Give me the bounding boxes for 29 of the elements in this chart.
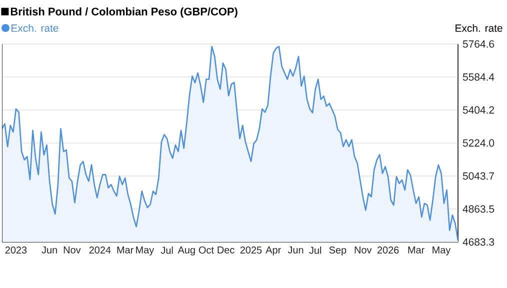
x-tick-label: May (136, 246, 154, 256)
x-tick-label: Sep (329, 246, 346, 256)
y-tick-label: 5043.7 (462, 172, 494, 180)
x-tick-label: May (432, 246, 451, 256)
chart-title: British Pound / Colombian Peso (GBP/COP) (10, 7, 238, 18)
y-tick-label: 5224.0 (462, 139, 494, 147)
x-tick-label: Apr (266, 246, 281, 256)
x-tick-label: Mar (117, 246, 134, 254)
y-tick-label: 5584.4 (462, 73, 494, 81)
x-tick-label: Nov (354, 246, 372, 254)
y-tick-label: 4863.5 (462, 205, 494, 213)
y-tick-label: 5764.6 (462, 40, 494, 48)
x-tick-label: Nov (64, 246, 81, 254)
y-tick-label: 4683.3 (462, 238, 494, 246)
y-axis-title: Exch. rate (456, 24, 502, 32)
legend-label: Exch. rate (12, 24, 58, 32)
x-tick-label: Jun (288, 246, 304, 254)
x-tick-label: Jun (42, 246, 57, 254)
x-tick-label: Aug (178, 246, 195, 256)
x-tick-label: Jul (309, 246, 322, 254)
x-tick-label: 2024 (89, 246, 111, 254)
x-tick-label: Oct (198, 246, 214, 254)
x-tick-label: Dec (218, 246, 234, 254)
x-tick-label: 2025 (240, 246, 262, 254)
x-tick-label: 2026 (377, 246, 399, 254)
x-tick-label: Jul (160, 246, 173, 254)
x-tick-label: 2023 (5, 246, 27, 254)
x-tick-label: Mar (408, 246, 424, 254)
y-tick-label: 5404.2 (462, 106, 494, 114)
